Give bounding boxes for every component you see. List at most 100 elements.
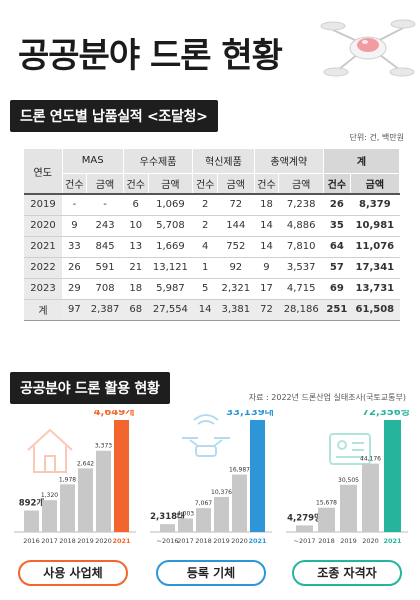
table-cell: 5,708 xyxy=(148,215,193,237)
chart-bar xyxy=(340,484,357,532)
sub-header: 금액 xyxy=(86,173,124,195)
table-cell: 33 xyxy=(62,236,87,258)
sub-header: 건수 xyxy=(323,173,351,195)
table-cell: 92 xyxy=(217,257,255,279)
unit-label: 단위: 건, 백만원 xyxy=(349,133,404,142)
sub-header: 건수 xyxy=(254,173,280,195)
section-header-usage: 공공분야 드론 활용 현황 xyxy=(10,372,170,404)
chart-data-label: 1,320 xyxy=(41,492,58,499)
table-cell: 243 xyxy=(86,215,124,237)
row-year-cell: 2019 xyxy=(24,193,62,216)
table-cell: 21 xyxy=(123,257,149,279)
table-cell: 13 xyxy=(123,236,149,258)
chart-bar xyxy=(318,507,335,532)
chart-bar xyxy=(384,420,401,532)
table-cell: 72 xyxy=(217,193,255,216)
sub-header: 건수 xyxy=(62,173,88,195)
table-cell: 144 xyxy=(217,215,255,237)
table-cell: 845 xyxy=(86,236,124,258)
id-card-icon xyxy=(329,433,371,465)
table-cell: 14 xyxy=(254,215,279,237)
sub-header: 금액 xyxy=(278,173,325,195)
table-cell: 752 xyxy=(217,236,255,258)
sub-header: 금액 xyxy=(350,173,401,195)
table-cell: 3,537 xyxy=(278,257,324,279)
table-cell: 18 xyxy=(254,193,279,216)
table-cell: 13,121 xyxy=(148,257,193,279)
table-cell: 14 xyxy=(254,236,279,258)
table-cell: 9 xyxy=(62,215,87,237)
chart-bar xyxy=(60,484,75,532)
chart-category-label: 2018 xyxy=(59,537,76,545)
chart-data-label: 10,376 xyxy=(211,489,232,496)
table-cell: 13,731 xyxy=(350,278,400,300)
chart-category-label: 2018 xyxy=(318,537,335,545)
sub-header: 건수 xyxy=(123,173,149,195)
chart-bar xyxy=(42,500,57,532)
chart-bar xyxy=(114,420,129,532)
year-header: 연도 xyxy=(24,149,63,195)
table-total-row: 계 97 2,387 68 27,554 14 3,381 72 28,186 251 61,508 xyxy=(24,299,400,321)
table-cell: 2,387 xyxy=(86,299,124,321)
row-year-cell: 2021 xyxy=(24,236,62,258)
table-cell: 14 xyxy=(192,299,218,321)
table-cell: 17 xyxy=(254,278,279,300)
chart-bar xyxy=(250,420,265,532)
table-row: 2019- -6 1,069 2 72 18 7,238 26 8,379 xyxy=(24,193,400,216)
table-cell: 61,508 xyxy=(350,299,400,321)
chart-category-label: 2019 xyxy=(213,537,230,545)
table-cell: 18 xyxy=(123,278,149,300)
table-cell: 2 xyxy=(192,193,218,216)
chart-data-label: 44,176 xyxy=(360,456,381,463)
chart-data-label: 7,067 xyxy=(195,500,212,507)
house-icon xyxy=(27,428,73,473)
chart-data-label: 4,279명 xyxy=(287,512,322,523)
chart-category-label: 2020 xyxy=(362,537,379,545)
table-cell: 251 xyxy=(323,299,351,321)
table-cell: 57 xyxy=(323,257,351,279)
table-cell: 72 xyxy=(254,299,279,321)
sub-header: 금액 xyxy=(148,173,194,195)
caption-pilots: 조종 자격자 xyxy=(292,560,402,586)
chart-category-label: 2020 xyxy=(95,537,112,545)
table-cell: 64 xyxy=(323,236,351,258)
drone-illustration-icon xyxy=(320,19,416,77)
table-cell: 5,987 xyxy=(148,278,193,300)
group-header: 혁신제품 xyxy=(192,149,255,174)
chart-data-label: 1,978 xyxy=(59,476,76,483)
table-row: 2021 33 845 13 1,669 4 752 14 7,810 64 11,076 xyxy=(24,236,400,258)
row-year-cell: 2020 xyxy=(24,215,62,237)
table-cell: 69 xyxy=(323,278,351,300)
chart-bar xyxy=(296,525,313,532)
chart-bar xyxy=(232,474,247,532)
chart-businesses: 2016 892개 2017 1,320 2018 1,978 2019 2,642 2020 3… xyxy=(10,410,140,560)
table-cell: 708 xyxy=(86,278,124,300)
row-year-cell: 2023 xyxy=(24,278,62,300)
row-year-cell: 2022 xyxy=(24,257,62,279)
table-cell: 11,076 xyxy=(350,236,400,258)
group-header-total: 계 xyxy=(323,149,400,174)
table-cell: 26 xyxy=(62,257,87,279)
group-header: MAS xyxy=(62,149,124,174)
table-cell: 97 xyxy=(62,299,87,321)
table-cell: 26 xyxy=(323,193,351,216)
chart-registered-drones: ~2016 2,318대 2017 4,003 2018 7,067 2019 10,376 2… xyxy=(146,410,276,560)
chart-category-label: 2017 xyxy=(41,537,58,545)
source-note: 자료 : 2022년 드론산업 실태조사(국토교통부) xyxy=(248,393,406,402)
chart-data-label: 892개 xyxy=(19,498,45,509)
chart-category-label: 2020 xyxy=(231,537,248,545)
chart-bar xyxy=(362,463,379,532)
delivery-table: 연도 MAS 우수제품 혁신제품 총액계약 계 건수 금액 건수 금액 건수 금… xyxy=(24,149,401,321)
table-cell: 1,669 xyxy=(148,236,193,258)
chart-data-label: 33,139대 xyxy=(226,410,274,418)
chart-data-label: 15,678 xyxy=(316,500,337,507)
chart-category-label: 2017 xyxy=(177,537,194,545)
section-header-delivery: 드론 연도별 납품실적 <조달청> xyxy=(10,100,218,132)
chart-data-label: 2,318대 xyxy=(150,511,185,522)
table-cell: 6 xyxy=(123,193,149,216)
chart-bar xyxy=(196,508,211,532)
chart-category-label: 2021 xyxy=(112,537,131,545)
chart-category-label: 2021 xyxy=(248,537,267,545)
table-cell: 4,886 xyxy=(278,215,324,237)
table-row: 2022 26 591 21 13,121 1 92 9 3,537 57 17,341 xyxy=(24,257,400,279)
